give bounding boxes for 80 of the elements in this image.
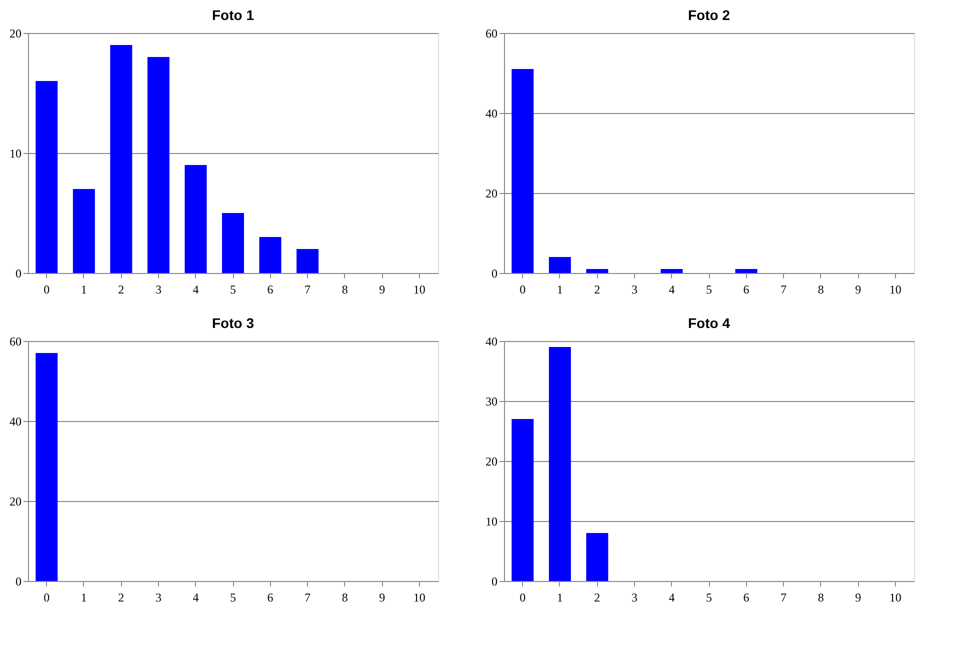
bar	[259, 237, 282, 273]
x-tick-label: 8	[342, 590, 348, 604]
bar	[72, 189, 95, 273]
bar	[296, 249, 319, 273]
x-tick-label: 10	[889, 590, 902, 604]
x-tick-label: 9	[855, 282, 862, 296]
x-tick-label: 9	[855, 590, 862, 604]
x-tick-label: 1	[556, 282, 563, 296]
x-tick-label: 4	[668, 590, 675, 604]
x-tick-label: 2	[118, 590, 124, 604]
y-tick-label: 0	[492, 574, 498, 588]
bar	[548, 257, 571, 273]
x-tick-label: 6	[743, 590, 750, 604]
x-tick-label: 4	[668, 282, 675, 296]
y-tick-label: 20	[486, 186, 498, 200]
x-tick-label: 6	[267, 282, 274, 296]
x-tick-label: 5	[706, 282, 712, 296]
y-tick-label: 20	[486, 454, 498, 468]
x-tick-label: 0	[520, 590, 526, 604]
y-tick-label: 40	[486, 106, 498, 120]
bar	[36, 81, 58, 273]
bar	[222, 213, 244, 273]
x-tick-label: 7	[304, 590, 311, 604]
y-tick-label: 0	[16, 574, 22, 588]
y-tick-label: 20	[10, 26, 22, 40]
chart-title: Foto 2	[688, 7, 730, 23]
bar	[184, 165, 207, 273]
chart-title: Foto 1	[212, 7, 254, 23]
x-tick-label: 4	[192, 590, 199, 604]
x-tick-label: 9	[379, 282, 386, 296]
x-tick-label: 7	[780, 590, 787, 604]
x-tick-label: 1	[80, 282, 87, 296]
y-tick-label: 0	[16, 266, 22, 280]
bar	[735, 269, 758, 273]
y-tick-label: 60	[486, 26, 498, 40]
x-tick-label: 10	[889, 282, 902, 296]
x-tick-label: 8	[818, 282, 824, 296]
x-tick-label: 2	[118, 282, 124, 296]
x-tick-label: 10	[413, 282, 426, 296]
x-tick-label: 8	[818, 590, 824, 604]
chart-title: Foto 3	[212, 315, 254, 331]
x-tick-label: 0	[520, 282, 526, 296]
x-tick-label: 2	[594, 590, 600, 604]
x-tick-label: 7	[780, 282, 787, 296]
bar	[147, 57, 170, 273]
x-tick-label: 6	[743, 282, 750, 296]
y-tick-label: 40	[486, 334, 498, 348]
x-tick-label: 3	[155, 282, 162, 296]
x-tick-label: 1	[556, 590, 563, 604]
bar	[512, 69, 534, 273]
y-tick-label: 30	[486, 394, 498, 408]
bar	[586, 533, 608, 581]
x-tick-label: 4	[192, 282, 199, 296]
x-tick-label: 10	[413, 590, 426, 604]
x-tick-label: 6	[267, 590, 274, 604]
x-tick-label: 9	[379, 590, 386, 604]
y-tick-label: 0	[492, 266, 498, 280]
y-tick-label: 40	[10, 414, 22, 428]
chart-title: Foto 4	[688, 315, 730, 331]
x-tick-label: 2	[594, 282, 600, 296]
bar	[548, 347, 571, 581]
x-tick-label: 8	[342, 282, 348, 296]
x-tick-label: 5	[706, 590, 712, 604]
x-tick-label: 5	[230, 590, 236, 604]
bar	[660, 269, 683, 273]
x-tick-label: 0	[44, 282, 50, 296]
x-tick-label: 1	[80, 590, 87, 604]
y-tick-label: 60	[10, 334, 22, 348]
x-tick-label: 3	[631, 590, 638, 604]
y-tick-label: 20	[10, 494, 22, 508]
x-tick-label: 3	[631, 282, 638, 296]
bar	[586, 269, 608, 273]
y-tick-label: 10	[486, 514, 498, 528]
x-tick-label: 0	[44, 590, 50, 604]
bar	[512, 419, 534, 581]
x-tick-label: 3	[155, 590, 162, 604]
bar	[110, 45, 132, 273]
y-tick-label: 10	[10, 146, 22, 160]
x-tick-label: 7	[304, 282, 311, 296]
x-tick-label: 5	[230, 282, 236, 296]
